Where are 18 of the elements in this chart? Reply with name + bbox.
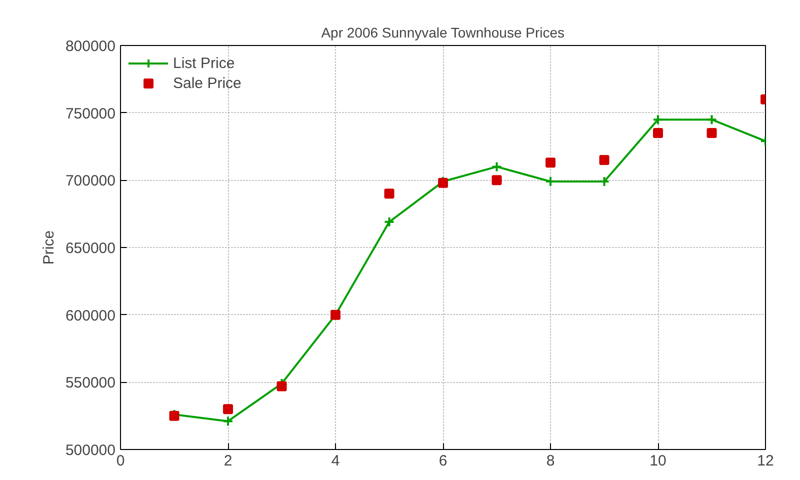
y-tick-label: 650000 <box>65 240 116 257</box>
x-tick-label: 8 <box>546 452 555 470</box>
x-tick-label: 0 <box>116 452 125 470</box>
x-tick-label: 10 <box>650 452 666 470</box>
x-tick-label: 12 <box>757 452 774 470</box>
y-tick-label: 550000 <box>65 374 116 392</box>
y-tick-label: 600000 <box>65 307 116 324</box>
x-tick-label: 6 <box>438 452 448 470</box>
x-tick-label: 4 <box>331 452 340 470</box>
y-tick-label: 750000 <box>65 105 116 122</box>
y-tick-label: 700000 <box>65 172 116 190</box>
legend-label: List Price <box>173 54 235 72</box>
y-tick-label: 800000 <box>65 38 116 55</box>
y-tick-label: 500000 <box>65 442 116 459</box>
legend-label: Sale Price <box>173 74 242 92</box>
chart-title: Apr 2006 Sunnyvale Townhouse Prices <box>321 24 565 40</box>
y-axis-title: Price <box>40 230 58 265</box>
x-tick-label: 2 <box>224 452 232 470</box>
